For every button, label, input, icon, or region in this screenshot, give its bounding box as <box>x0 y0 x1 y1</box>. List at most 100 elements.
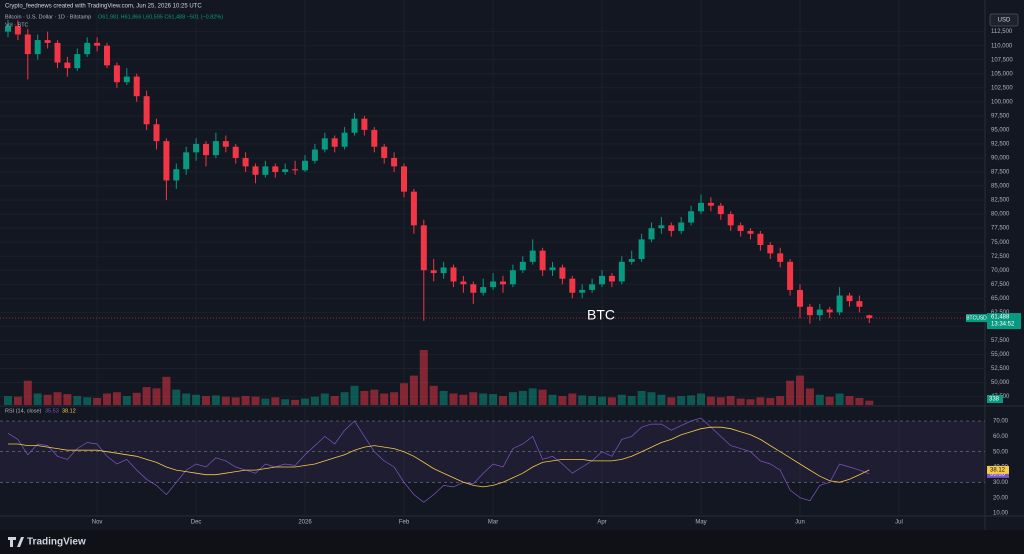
y-tick-label: 87,500 <box>991 170 1010 176</box>
volume-bar <box>746 399 755 405</box>
candle-body <box>331 138 338 147</box>
rsi-tick-label: 30.00 <box>993 480 1009 486</box>
rsi-last-box <box>987 465 1009 474</box>
candle-body <box>589 284 596 290</box>
volume-bar <box>350 385 359 405</box>
candle-body <box>54 42 61 63</box>
volume-bar <box>667 397 676 405</box>
candle-body <box>193 143 200 153</box>
currency-box[interactable] <box>989 13 1019 27</box>
price-box <box>987 313 1021 330</box>
candle-body <box>856 301 863 307</box>
candle-body <box>529 250 536 262</box>
rsi-value: 35.53 <box>45 408 59 414</box>
volume-bar <box>578 395 587 405</box>
volume-bar <box>271 397 280 405</box>
volume-bar <box>726 396 735 405</box>
candle-body <box>559 267 566 279</box>
volume-bar <box>419 350 428 405</box>
volume-bar <box>865 400 874 405</box>
candle-body <box>183 152 190 170</box>
candle-body <box>638 239 645 260</box>
volume-bar <box>805 388 814 405</box>
volume-bar <box>83 397 92 405</box>
volume-bar <box>192 394 201 405</box>
grid <box>0 420 985 483</box>
volume-bar <box>370 389 379 405</box>
volume-bar <box>162 376 171 405</box>
candle-body <box>727 214 734 226</box>
candle-body <box>668 225 675 231</box>
volume-bar <box>400 383 408 405</box>
rsi-ma-value: 38.12 <box>62 408 76 414</box>
volume-bar <box>320 393 329 405</box>
volume-bar <box>13 396 22 405</box>
volume-bar <box>33 393 42 405</box>
footer-bar <box>0 530 1024 554</box>
candle-body <box>549 267 556 271</box>
volume-bar <box>103 393 111 405</box>
volume-bar <box>122 396 131 405</box>
volume-last: 338 <box>989 397 1000 403</box>
volume-bar <box>211 395 220 405</box>
currency[interactable]: USD <box>998 18 1011 24</box>
candle-body <box>826 309 833 313</box>
footer-brand: TradingView <box>27 537 86 548</box>
candle-body <box>440 267 447 274</box>
volume-bar <box>221 396 230 405</box>
x-tick-label: Mar <box>488 520 498 526</box>
annotation: BTC <box>587 307 615 323</box>
candle-body <box>94 42 101 46</box>
chart-title: Crypto_feednews created with TradingView… <box>5 4 202 10</box>
candle-body <box>104 45 110 66</box>
volume-bar <box>687 395 696 405</box>
volume-bar <box>409 375 418 405</box>
candle-body <box>34 40 41 55</box>
candle-body <box>302 160 308 171</box>
rsi-tick-label: 70.00 <box>993 419 1009 425</box>
candle-body <box>173 169 180 181</box>
volume-bar <box>617 394 626 405</box>
y-tick-label: 65,000 <box>991 296 1010 302</box>
x-tick-label: Feb <box>399 520 410 526</box>
volume-bar <box>677 396 686 405</box>
candle-body <box>480 287 487 293</box>
candle-body <box>222 141 229 147</box>
y-tick-label: 50,000 <box>991 380 1010 386</box>
volume-bar <box>508 392 517 405</box>
x-tick-label: Jul <box>895 520 903 526</box>
candle-body <box>678 222 685 231</box>
y-tick-label: 80,000 <box>991 212 1010 218</box>
x-tick-label: May <box>695 520 706 526</box>
volume-bar <box>429 385 438 405</box>
candle-body <box>44 40 51 43</box>
volume-bar <box>825 396 834 405</box>
volume-bar <box>301 398 309 405</box>
volume-bar <box>568 393 577 405</box>
volume-bar <box>489 394 498 405</box>
volume-bar <box>835 393 844 405</box>
y-tick-label: 112,500 <box>991 29 1013 35</box>
volume-bar <box>756 397 765 405</box>
candle-body <box>648 228 655 240</box>
volume-bar <box>796 375 804 405</box>
volume-bar <box>53 392 62 405</box>
y-tick-label: 95,000 <box>991 127 1010 133</box>
y-tick-label: 70,000 <box>991 268 1010 274</box>
y-tick-label: 107,500 <box>991 57 1013 63</box>
volume-bar <box>499 396 507 405</box>
volume-bar <box>43 394 52 405</box>
volume-bar <box>766 397 775 405</box>
volume-bar <box>697 393 705 405</box>
volume-bar <box>786 380 795 405</box>
x-tick-label: 2026 <box>298 520 312 526</box>
rsi-line <box>7 417 870 503</box>
candle-body <box>113 65 120 83</box>
candle-body <box>737 225 744 231</box>
candle-body <box>5 26 11 32</box>
candle-body <box>470 284 477 293</box>
candle-body <box>84 42 91 55</box>
candle-body <box>797 289 803 307</box>
rsi-last-label: 35.53 <box>990 471 1006 477</box>
volume-bar <box>518 390 527 405</box>
